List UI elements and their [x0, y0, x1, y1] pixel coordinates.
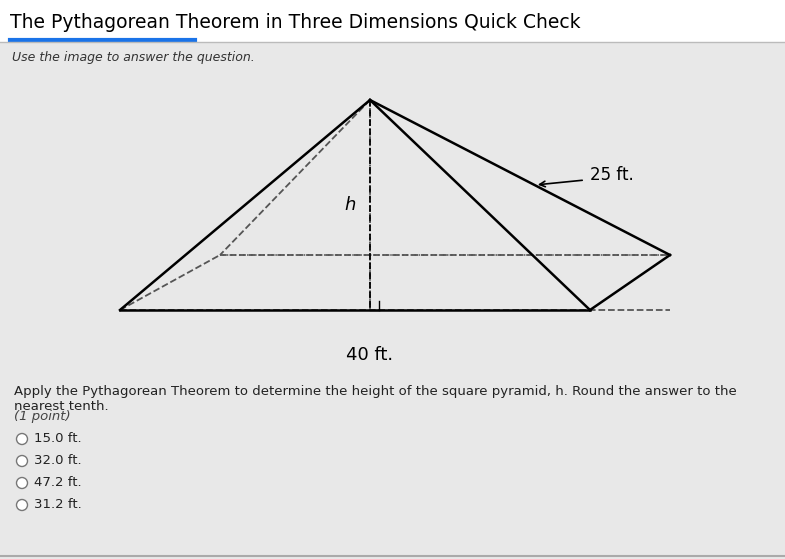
Text: (1 point): (1 point) [14, 410, 71, 423]
Bar [0, 0, 785, 42]
Circle shape [16, 477, 27, 489]
Circle shape [16, 433, 27, 444]
Text: 40 ft.: 40 ft. [346, 346, 393, 364]
Text: 32.0 ft.: 32.0 ft. [34, 454, 82, 467]
Circle shape [16, 456, 27, 467]
Text: Apply the Pythagorean Theorem to determine the height of the square pyramid, h. : Apply the Pythagorean Theorem to determi… [14, 385, 737, 413]
Text: 15.0 ft.: 15.0 ft. [34, 433, 82, 446]
Circle shape [16, 500, 27, 510]
Text: h: h [345, 196, 356, 214]
Text: The Pythagorean Theorem in Three Dimensions Quick Check: The Pythagorean Theorem in Three Dimensi… [10, 12, 581, 31]
Text: 47.2 ft.: 47.2 ft. [34, 476, 82, 490]
Text: 25 ft.: 25 ft. [590, 166, 633, 184]
Text: 31.2 ft.: 31.2 ft. [34, 499, 82, 511]
Text: Use the image to answer the question.: Use the image to answer the question. [12, 51, 255, 64]
